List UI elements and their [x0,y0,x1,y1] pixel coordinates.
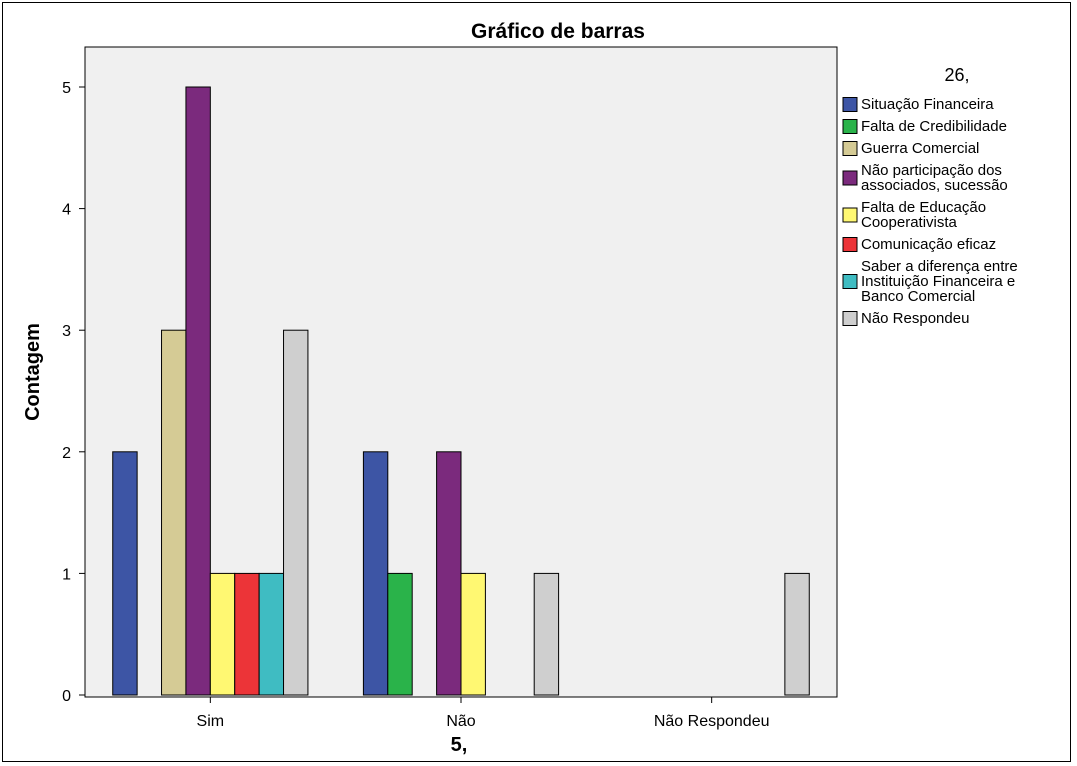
bar [209,572,236,696]
bar [460,572,486,696]
y-axis-label: Contagem [22,323,44,421]
x-axis: Sim Não Não Respondeu [197,697,770,730]
bar [283,329,309,696]
y-tick-label: 4 [62,202,71,219]
y-tick-label: 0 [62,688,71,705]
legend-label: Comunicação eficaz [861,236,996,253]
legend-item: Não Respondeu [842,310,969,327]
bar [112,451,138,696]
legend-item: Guerra Comercial [842,140,979,157]
bar [234,572,260,696]
bar-chart: Gráfico de barras Contagem 5, 26, 0 1 2 3 4 5… [22,20,1018,756]
legend-swatch [842,97,858,112]
legend-label: Não participação dos [861,162,1002,179]
bar [533,572,560,696]
legend-swatch [842,311,858,326]
y-axis: 0 1 2 3 4 5 [62,80,85,705]
legend-label: Guerra Comercial [861,140,979,157]
bar [436,451,462,696]
bar [362,451,389,696]
bar [258,572,285,696]
legend-swatch [842,170,858,186]
legend-label: Saber a diferença entre [861,258,1018,275]
legend-swatch [842,207,858,223]
legend-label: Banco Comercial [861,288,975,305]
x-tick-label: Sim [197,713,225,730]
bars [112,86,810,696]
legend-label: Situação Financeira [861,96,994,113]
bar [784,572,810,696]
legend-label: Instituição Financeira e [861,273,1015,290]
x-tick-label: Não Respondeu [654,713,770,730]
legend-item: Falta de Credibilidade [842,118,1007,135]
y-tick-label: 2 [62,445,71,462]
x-axis-label: 5, [451,734,468,756]
legend-swatch [842,237,858,252]
bar [387,572,413,696]
legend-label: Falta de Educação [861,199,986,216]
legend-label: Falta de Credibilidade [861,118,1007,135]
legend-label: Não Respondeu [861,310,969,327]
legend-swatch [842,119,858,134]
legend: Situação Financeira Falta de Credibilidad… [842,96,1018,327]
legend-title: 26, [944,65,969,85]
legend-swatch [842,141,858,156]
legend-label: associados, sucessão [861,177,1008,194]
legend-item: Situação Financeira [842,96,994,113]
bar [185,86,211,696]
x-tick-label: Não [446,713,475,730]
legend-item: Comunicação eficaz [842,236,996,253]
legend-label: Cooperativista [861,214,958,231]
y-tick-label: 3 [62,323,71,340]
legend-swatch [842,274,858,289]
y-tick-label: 1 [62,566,71,583]
chart-title: Gráfico de barras [471,20,645,43]
bar [161,329,187,696]
y-tick-label: 5 [62,80,71,97]
